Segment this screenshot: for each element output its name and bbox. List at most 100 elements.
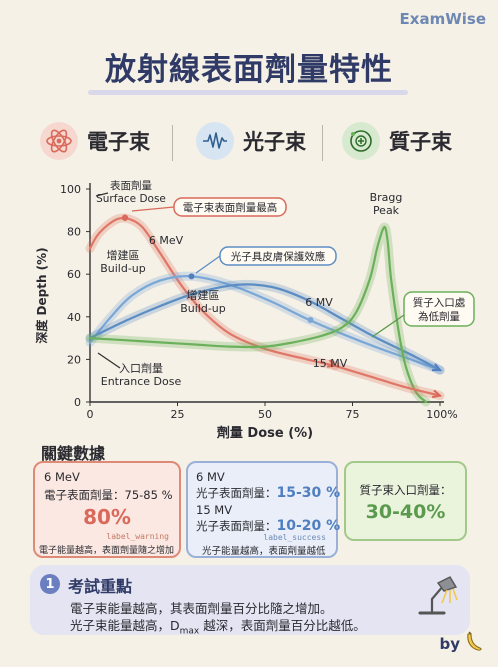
exam-point-2-pre: 光子束能量越高，D <box>70 618 180 633</box>
proton-icon <box>342 122 380 160</box>
label-success-tag: label_success <box>259 532 330 543</box>
buildup-label-photon-line: Build-up <box>180 302 226 315</box>
byline: by <box>439 631 484 657</box>
x-tick-label: 100% <box>426 408 457 421</box>
y-tick-label: 80 <box>67 226 81 239</box>
label-6mv-line: 6 MV <box>305 296 333 309</box>
entrance-dose-label-line: Entrance Dose <box>101 375 182 388</box>
entrance-dose-pointer <box>97 352 121 369</box>
photon-6mv-row: 光子表面劑量：15-30 % <box>196 485 340 501</box>
proton-entrance-label: 質子束入口劑量： <box>359 483 452 497</box>
electron-data-card: 6 MeV 電子表面劑量：75-85 % 80% label_warning 電… <box>33 461 181 558</box>
proton-entry-pointer <box>371 314 405 338</box>
x-tick-label: 25 <box>171 408 185 421</box>
category-electron-label: 電子束 <box>87 130 150 154</box>
electron-arrowhead <box>431 389 443 399</box>
buildup-label-electron-line: 增建區 <box>107 248 140 262</box>
y-tick-label: 60 <box>67 268 81 281</box>
photon-skin-callout-text: 光子具皮膚保護效應 <box>231 250 326 263</box>
category-proton-label: 質子束 <box>389 130 452 154</box>
category-divider <box>322 125 323 161</box>
electron-energy: 6 MeV <box>44 470 80 484</box>
buildup-label-photon-line: 增建區 <box>187 288 220 302</box>
exam-number-badge: 1 <box>40 574 60 594</box>
page-title: 放射線表面劑量特性 <box>105 52 393 88</box>
y-tick-label: 100 <box>60 183 81 196</box>
wave-icon <box>196 122 234 160</box>
proton-entry-box <box>403 291 475 327</box>
photon-arrowhead <box>431 363 443 372</box>
surface-dose-point <box>121 214 129 221</box>
label-warning-tag: label_warning <box>102 531 173 542</box>
banana-icon <box>464 631 484 657</box>
label-6mev-line: 6 MeV <box>149 234 184 247</box>
x-tick-label: 0 <box>87 408 94 421</box>
exam-point-2: 光子束能量越高，Dmax 越深，表面劑量百分比越低。 <box>70 615 366 637</box>
series-proton <box>88 225 428 404</box>
photon-6mv-value: 15-30 % <box>276 485 341 501</box>
bragg-peak-label-line: Bragg <box>370 191 403 204</box>
surface-dose-pointer <box>95 192 109 197</box>
photon-6mv-point <box>307 316 314 323</box>
y-tick-label: 20 <box>67 353 81 366</box>
label-15mv-line: 15 MV <box>313 357 348 370</box>
y-tick-label: 40 <box>67 311 81 324</box>
exam-point-1: 電子束能量越高，其表面劑量百分比隨之增加。 <box>70 601 333 616</box>
series-15mv-photon <box>88 283 442 372</box>
chart-axes: 0 20 40 60 80 100 0 25 50 75 100% 劑量 Dose (%) 深度 Dep… <box>34 183 458 441</box>
exam-point-2-post: 越深，表面劑量百分比越低。 <box>199 618 366 633</box>
photon-dmax-point <box>188 273 195 280</box>
series-electron-tail <box>333 364 442 397</box>
category-proton: 質子束 <box>342 113 452 169</box>
series-6mev-electron <box>88 216 337 367</box>
photon-6mv-label: 光子表面劑量： <box>196 486 277 500</box>
photon-15mv-energy: 15 MV <box>196 503 233 517</box>
depth-dose-chart: 0 20 40 60 80 100 0 25 50 75 100% 劑量 Dose (%) 深度 Dep… <box>0 175 498 443</box>
electron-surface-value: 80% <box>83 505 131 529</box>
key-data-title: 關鍵數據 <box>41 444 106 463</box>
photon-data-card: 6 MV 光子表面劑量：15-30 % 15 MV 光子表面劑量：10-20 %… <box>186 461 340 558</box>
beam-categories: 電子束 光子束 質子束 <box>0 113 498 169</box>
bragg-peak-label-line: Peak <box>373 204 400 217</box>
photon-15mv-label: 光子表面劑量： <box>196 519 277 533</box>
x-tick-label: 50 <box>258 408 272 421</box>
label-6mev: 6 MeV <box>149 234 184 247</box>
electron-note: 電子能量越高，表面劑量隨之增加 <box>39 546 175 556</box>
chart-svg: 0 20 40 60 80 100 0 25 50 75 100% 劑量 Dose (%) 深度 Dep… <box>34 179 475 441</box>
atom-icon <box>40 122 78 160</box>
proton-entrance-value: 30-40% <box>365 501 446 523</box>
photon-note: 光子能量越高，表面劑量越低 <box>202 546 326 557</box>
exam-key-points: 1 考試重點 電子束能量越高，其表面劑量百分比隨之增加。 光子束能量越高，Dma… <box>30 565 470 637</box>
electron-max-callout: 電子束表面劑量最高 <box>173 197 287 217</box>
photon-skin-callout: 光子具皮膚保護效應 <box>219 246 337 266</box>
electron-max-callout-text: 電子束表面劑量最高 <box>183 201 278 214</box>
x-axis-label: 劑量 Dose (%) <box>216 425 313 441</box>
x-tick-label: 75 <box>346 408 360 421</box>
category-photon: 光子束 <box>196 113 306 169</box>
electron-arrowhead <box>326 359 338 368</box>
label-6mv: 6 MV <box>305 296 333 309</box>
exam-point-2-sub: max <box>179 626 200 637</box>
y-tick-label: 0 <box>74 396 81 409</box>
photon-skin-pointer <box>195 255 221 274</box>
electron-max-pointer <box>131 206 175 212</box>
chart-series <box>85 213 445 407</box>
surface-dose-label-line: Surface Dose <box>96 193 166 205</box>
lamp-icon <box>414 573 458 623</box>
buildup-label-electron-line: Build-up <box>100 262 146 275</box>
entrance-dose-label-line: 入口劑量 <box>119 361 163 375</box>
photon-15mv-row: 光子表面劑量：10-20 % <box>196 518 340 534</box>
category-photon-label: 光子束 <box>243 130 306 154</box>
proton-entry-text: 為低劑量 <box>418 310 460 323</box>
photon-6mv-energy: 6 MV <box>196 470 225 484</box>
title-underline <box>88 90 408 95</box>
label-15mv: 15 MV <box>313 357 348 370</box>
y-axis-label: 深度 Depth (%) <box>34 247 49 343</box>
byline-text: by <box>439 635 460 653</box>
